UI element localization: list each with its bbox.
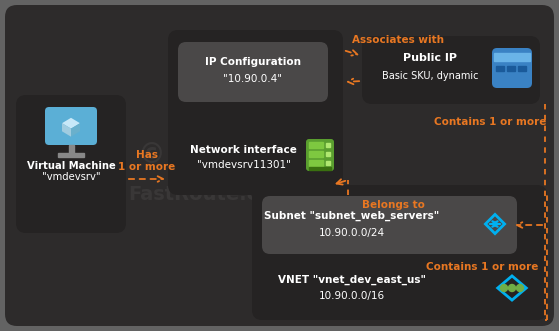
- Bar: [326, 152, 330, 156]
- Bar: [518, 66, 526, 71]
- FancyBboxPatch shape: [262, 196, 517, 254]
- FancyBboxPatch shape: [252, 185, 547, 320]
- FancyBboxPatch shape: [168, 30, 343, 195]
- Text: Network interface: Network interface: [190, 145, 297, 155]
- Text: Public IP: Public IP: [403, 53, 457, 63]
- Bar: [496, 66, 504, 71]
- Text: Contains 1 or more: Contains 1 or more: [426, 262, 538, 272]
- Text: 10.90.0.0/16: 10.90.0.0/16: [319, 291, 385, 301]
- Text: "vmdevsrv11301": "vmdevsrv11301": [197, 160, 291, 170]
- Text: Associates with: Associates with: [352, 35, 444, 45]
- Text: Contains 1 or more: Contains 1 or more: [434, 117, 546, 127]
- Text: Has
1 or more: Has 1 or more: [119, 150, 176, 172]
- FancyBboxPatch shape: [306, 139, 334, 171]
- Bar: [326, 161, 330, 165]
- Circle shape: [517, 285, 523, 292]
- Bar: [507, 66, 515, 71]
- Bar: [309, 160, 323, 166]
- FancyBboxPatch shape: [178, 42, 328, 102]
- Text: Virtual Machine: Virtual Machine: [27, 161, 115, 171]
- Text: "10.90.0.4": "10.90.0.4": [224, 74, 282, 84]
- Bar: [309, 142, 323, 148]
- Circle shape: [509, 285, 515, 292]
- Text: 10.90.0.0/24: 10.90.0.0/24: [319, 228, 385, 238]
- Bar: [494, 53, 530, 61]
- Circle shape: [500, 285, 508, 292]
- Text: © 2020: © 2020: [138, 141, 253, 169]
- Bar: [69, 145, 73, 153]
- Polygon shape: [71, 123, 80, 137]
- Text: Subnet "subnet_web_servers": Subnet "subnet_web_servers": [264, 211, 439, 221]
- Text: VNET "vnet_dev_east_us": VNET "vnet_dev_east_us": [278, 275, 426, 285]
- Polygon shape: [62, 118, 80, 129]
- Text: FastRoute.com: FastRoute.com: [128, 185, 292, 205]
- FancyBboxPatch shape: [45, 107, 97, 145]
- Bar: [309, 151, 323, 157]
- Text: IP Configuration: IP Configuration: [205, 57, 301, 67]
- FancyBboxPatch shape: [362, 36, 540, 104]
- Text: Belongs to: Belongs to: [362, 200, 424, 210]
- Polygon shape: [62, 123, 71, 137]
- Text: "vmdevsrv": "vmdevsrv": [42, 172, 100, 182]
- FancyBboxPatch shape: [5, 5, 554, 326]
- Bar: [309, 167, 331, 170]
- Bar: [326, 143, 330, 147]
- FancyBboxPatch shape: [16, 95, 126, 233]
- Text: Basic SKU, dynamic: Basic SKU, dynamic: [382, 71, 479, 81]
- FancyBboxPatch shape: [492, 48, 532, 88]
- Bar: [58, 153, 84, 157]
